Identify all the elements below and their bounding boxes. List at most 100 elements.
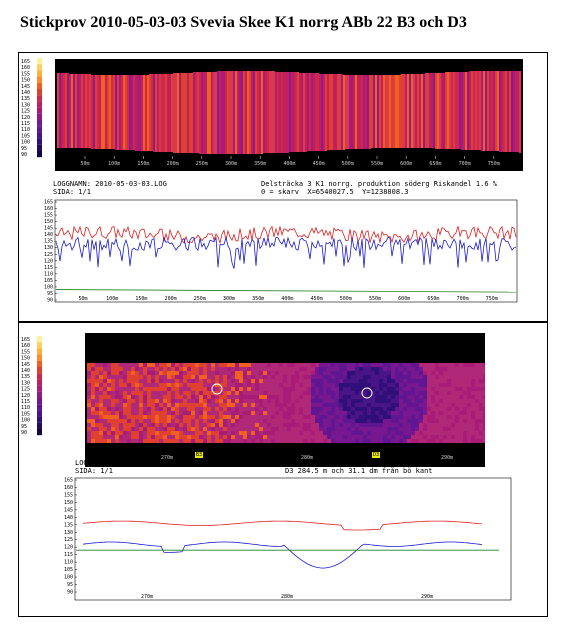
thermal-cell (447, 375, 451, 379)
thermal-cell (227, 379, 231, 383)
thermal-column (183, 73, 185, 153)
thermal-column (261, 71, 263, 154)
thermal-cell (259, 399, 263, 403)
thermal-cell (459, 391, 463, 395)
thermal-cell (399, 363, 403, 367)
thermal-column (275, 72, 277, 153)
thermal-cell (235, 379, 239, 383)
thermal-tick-label: 250m (196, 161, 208, 167)
thermal-cell (163, 431, 167, 435)
thermal-cell (291, 387, 295, 391)
thermal-cell (363, 431, 367, 435)
thermal-column (439, 73, 441, 149)
thermal-cell (251, 387, 255, 391)
thermal-cell (403, 391, 407, 395)
thermal-cell (327, 383, 331, 387)
thermal-cell (275, 431, 279, 435)
thermal-cell (231, 431, 235, 435)
thermal-cell (243, 391, 247, 395)
thermal-column (145, 75, 147, 151)
thermal-cell (231, 391, 235, 395)
thermal-cell (311, 367, 315, 371)
thermal-column (445, 72, 447, 149)
thermal-cell (227, 403, 231, 407)
thermal-cell (139, 399, 143, 403)
thermal-cell (267, 435, 271, 439)
thermal-cell (203, 371, 207, 375)
thermal-cell (215, 383, 219, 387)
thermal-cell (431, 439, 435, 443)
thermal-cell (231, 435, 235, 439)
thermal-cell (143, 431, 147, 435)
thermal-column (305, 73, 307, 152)
temperature-color-scale: 1651601551501451401351301251201151101051… (21, 58, 42, 158)
thermal-cell (319, 435, 323, 439)
thermal-cell (167, 411, 171, 415)
thermal-column (437, 73, 439, 149)
thermal-column (107, 75, 109, 149)
thermal-cell (159, 391, 163, 395)
thermal-cell (263, 423, 267, 427)
thermal-cell (279, 439, 283, 443)
thermal-cell (135, 383, 139, 387)
thermal-column (97, 75, 99, 149)
thermal-cell (207, 431, 211, 435)
thermal-cell (319, 391, 323, 395)
thermal-cell (187, 367, 191, 371)
thermal-cell (207, 391, 211, 395)
thermal-cell (435, 431, 439, 435)
thermal-cell (483, 403, 485, 407)
thermal-cell (267, 427, 271, 431)
thermal-cell (159, 427, 163, 431)
thermal-cell (431, 435, 435, 439)
thermal-cell (279, 363, 283, 367)
thermal-cell (299, 371, 303, 375)
thermal-cell (467, 439, 471, 443)
thermal-cell (447, 435, 451, 439)
thermal-column (315, 73, 317, 151)
thermal-cell (163, 395, 167, 399)
thermal-cell (87, 439, 91, 443)
thermal-column (57, 73, 59, 148)
thermal-cell (407, 411, 411, 415)
thermal-cell (151, 431, 155, 435)
thermal-cell (111, 383, 115, 387)
thermal-cell (415, 439, 419, 443)
thermal-cell (227, 363, 231, 367)
thermal-cell (291, 407, 295, 411)
thermal-cell (127, 371, 131, 375)
thermal-cell (435, 367, 439, 371)
thermal-column (339, 74, 341, 150)
thermal-cell (275, 427, 279, 431)
thermal-cell (239, 395, 243, 399)
thermal-cell (283, 371, 287, 375)
thermal-cell (303, 419, 307, 423)
thermal-cell (239, 423, 243, 427)
thermal-cell (183, 399, 187, 403)
thermal-cell (399, 423, 403, 427)
thermal-cell (311, 415, 315, 419)
thermal-cell (223, 435, 227, 439)
thermal-cell (383, 387, 387, 391)
thermal-cell (159, 379, 163, 383)
thermal-cell (347, 371, 351, 375)
thermal-cell (259, 435, 263, 439)
thermal-cell (451, 387, 455, 391)
scale-tick-label: 165 (21, 59, 30, 65)
thermal-cell (379, 399, 383, 403)
thermal-cell (307, 375, 311, 379)
thermal-cell (283, 415, 287, 419)
thermal-cell (379, 439, 383, 443)
thermal-cell (427, 403, 431, 407)
thermal-cell (119, 391, 123, 395)
thermal-cell (163, 435, 167, 439)
thermal-cell (339, 395, 343, 399)
thermal-cell (263, 383, 267, 387)
thermal-cell (335, 395, 339, 399)
thermal-cell (151, 371, 155, 375)
thermal-cell (207, 407, 211, 411)
thermal-cell (451, 427, 455, 431)
thermal-cell (259, 391, 263, 395)
thermal-tick-label: 280m (301, 455, 313, 461)
thermal-cell (139, 395, 143, 399)
